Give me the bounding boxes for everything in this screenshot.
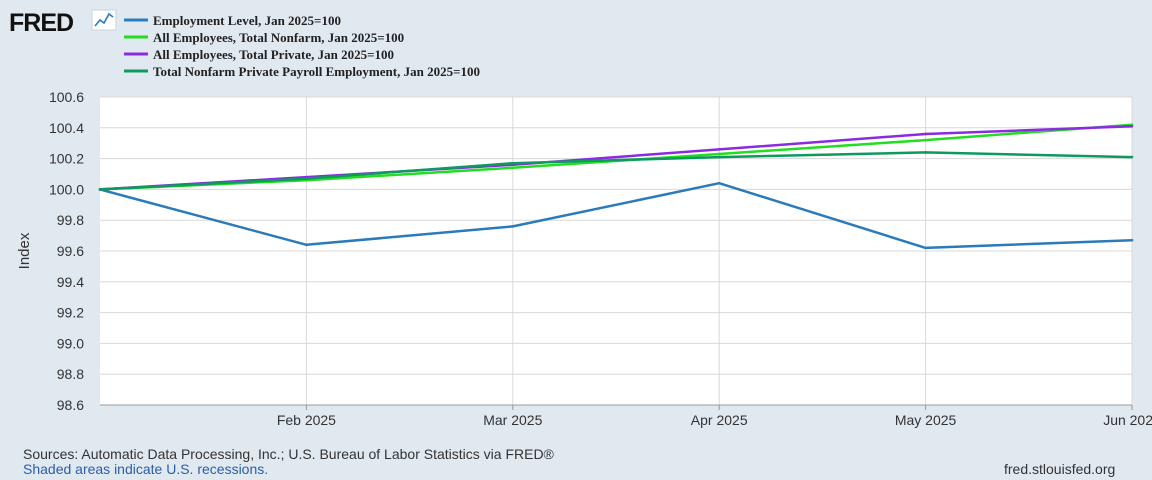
data-point — [305, 177, 308, 180]
x-tick-label: Feb 2025 — [277, 412, 336, 428]
footer-site[interactable]: fred.stlouisfed.org — [1004, 461, 1115, 477]
legend-label: Employment Level, Jan 2025=100 — [153, 13, 341, 28]
logo-text: FRED — [9, 9, 73, 37]
data-point — [511, 161, 515, 165]
data-point — [924, 132, 927, 136]
legend: Employment Level, Jan 2025=100 All Employ… — [124, 13, 480, 79]
y-tick-label: 99.6 — [57, 243, 84, 259]
fred-logo[interactable]: FRED — [9, 9, 117, 37]
data-point — [1130, 238, 1134, 242]
x-tick-label: Jun 2025 — [1103, 412, 1152, 428]
data-point — [717, 152, 721, 156]
legend-item-1[interactable]: Employment Level, Jan 2025=100 — [124, 13, 341, 28]
series-lines — [98, 123, 1134, 250]
series-line-4[interactable] — [99, 151, 1133, 191]
y-tick-label: 99.0 — [57, 335, 84, 351]
x-tick-label: Apr 2025 — [691, 412, 748, 428]
data-point — [924, 151, 927, 154]
y-tick-label: 99.2 — [57, 305, 84, 321]
y-tick-label: 100.4 — [49, 120, 84, 136]
legend-label: Total Nonfarm Private Payroll Employment… — [153, 64, 480, 79]
series-line-1[interactable] — [99, 181, 1133, 250]
legend-item-2[interactable]: All Employees, Total Nonfarm, Jan 2025=1… — [124, 30, 404, 45]
data-point — [98, 188, 102, 191]
x-tick-label: Mar 2025 — [483, 412, 542, 428]
legend-label: All Employees, Total Private, Jan 2025=1… — [153, 47, 394, 62]
x-tick-label: May 2025 — [895, 412, 957, 428]
y-tick-label: 100.6 — [49, 89, 84, 105]
y-tick-label: 100.2 — [49, 151, 84, 167]
legend-item-4[interactable]: Total Nonfarm Private Payroll Employment… — [124, 64, 480, 79]
x-axis: Feb 2025 Mar 2025 Apr 2025 May 2025 Jun 2025 — [277, 405, 1152, 428]
y-axis: 100.6 100.4 100.2 100.0 99.8 99.6 99.4 99.2 99.0… — [49, 89, 84, 413]
footer-sources: Sources: Automatic Data Processing, Inc.… — [23, 446, 555, 462]
y-tick-label: 98.8 — [57, 366, 84, 382]
data-point — [924, 138, 927, 142]
y-axis-title: Index — [16, 232, 33, 269]
data-point — [1130, 155, 1134, 159]
data-point — [1130, 124, 1134, 128]
data-point — [511, 166, 515, 170]
data-point — [717, 155, 721, 159]
data-point — [717, 148, 721, 151]
legend-item-3[interactable]: All Employees, Total Private, Jan 2025=1… — [124, 47, 394, 62]
data-point — [717, 181, 721, 185]
y-tick-label: 99.4 — [57, 274, 84, 290]
legend-label: All Employees, Total Nonfarm, Jan 2025=1… — [153, 30, 404, 45]
y-tick-label: 100.0 — [49, 181, 84, 197]
y-tick-label: 99.8 — [57, 212, 84, 228]
data-point — [305, 243, 308, 247]
y-tick-label: 98.6 — [57, 397, 84, 413]
chart-line-icon — [91, 9, 117, 31]
data-point — [511, 225, 515, 228]
recessions-note-link[interactable]: Shaded areas indicate U.S. recessions. — [23, 461, 268, 477]
data-point — [924, 246, 927, 250]
